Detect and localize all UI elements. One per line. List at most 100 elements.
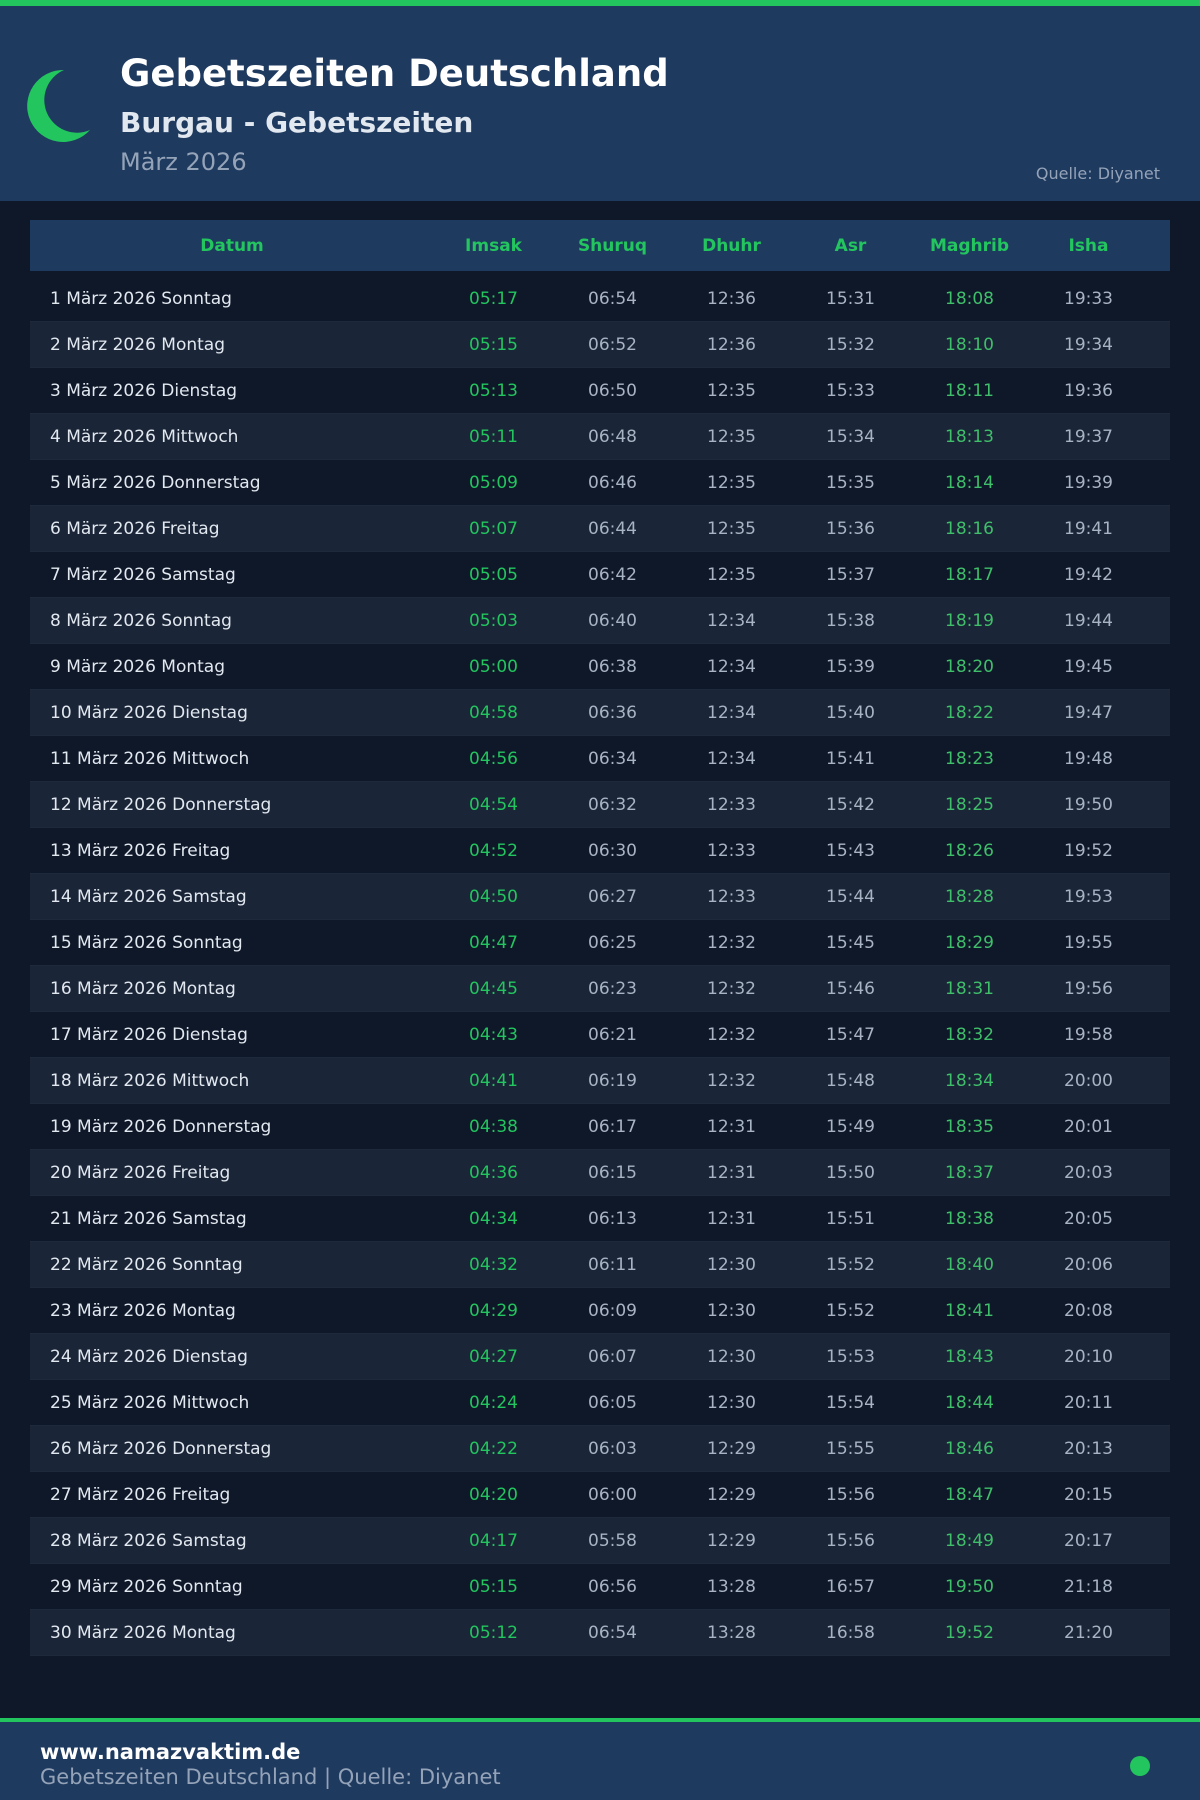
maghrib-cell: 18:08 [945, 288, 994, 309]
footer-text: Gebetszeiten Deutschland | Quelle: Diyan… [40, 1765, 501, 1789]
date-cell: 18 März 2026 Mittwoch [50, 1070, 250, 1091]
dhuhr-cell: 12:30 [707, 1392, 756, 1413]
asr-cell: 15:42 [826, 794, 875, 815]
maghrib-cell: 18:20 [945, 656, 994, 677]
date-cell: 26 März 2026 Donnerstag [50, 1438, 272, 1459]
shuruq-cell: 06:54 [588, 288, 637, 309]
isha-cell: 21:20 [1064, 1622, 1113, 1643]
dhuhr-cell: 12:32 [707, 978, 756, 999]
asr-cell: 15:31 [826, 288, 875, 309]
imsak-cell: 04:34 [469, 1208, 518, 1229]
date-cell: 5 März 2026 Donnerstag [50, 472, 261, 493]
isha-cell: 20:08 [1064, 1300, 1113, 1321]
maghrib-cell: 18:37 [945, 1162, 994, 1183]
date-cell: 6 März 2026 Freitag [50, 518, 220, 539]
shuruq-cell: 06:44 [588, 518, 637, 539]
maghrib-cell: 18:26 [945, 840, 994, 861]
page-header: Gebetszeiten Deutschland Burgau - Gebets… [0, 6, 1200, 201]
maghrib-cell: 18:47 [945, 1484, 994, 1505]
isha-cell: 19:42 [1064, 564, 1113, 585]
table-row: 17 März 2026 Dienstag 04:43 06:21 12:32 15:4… [30, 1012, 1170, 1058]
page-title: Gebetszeiten Deutschland [120, 52, 669, 95]
asr-cell: 15:55 [826, 1438, 875, 1459]
dhuhr-cell: 12:34 [707, 610, 756, 631]
maghrib-cell: 18:29 [945, 932, 994, 953]
dhuhr-cell: 12:31 [707, 1208, 756, 1229]
date-cell: 12 März 2026 Donnerstag [50, 794, 272, 815]
imsak-cell: 04:41 [469, 1070, 518, 1091]
maghrib-cell: 19:52 [945, 1622, 994, 1643]
asr-cell: 15:53 [826, 1346, 875, 1367]
dhuhr-cell: 12:32 [707, 932, 756, 953]
column-header-imsak: Imsak [465, 235, 522, 256]
imsak-cell: 05:12 [469, 1622, 518, 1643]
imsak-cell: 04:27 [469, 1346, 518, 1367]
date-cell: 23 März 2026 Montag [50, 1300, 236, 1321]
isha-cell: 19:58 [1064, 1024, 1113, 1045]
dhuhr-cell: 12:29 [707, 1530, 756, 1551]
dhuhr-cell: 12:29 [707, 1438, 756, 1459]
isha-cell: 19:48 [1064, 748, 1113, 769]
asr-cell: 15:45 [826, 932, 875, 953]
isha-cell: 20:05 [1064, 1208, 1113, 1229]
table-row: 22 März 2026 Sonntag 04:32 06:11 12:30 15:52… [30, 1242, 1170, 1288]
asr-cell: 15:44 [826, 886, 875, 907]
isha-cell: 19:37 [1064, 426, 1113, 447]
asr-cell: 15:41 [826, 748, 875, 769]
shuruq-cell: 06:50 [588, 380, 637, 401]
date-cell: 8 März 2026 Sonntag [50, 610, 232, 631]
date-cell: 11 März 2026 Mittwoch [50, 748, 250, 769]
date-cell: 30 März 2026 Montag [50, 1622, 236, 1643]
imsak-cell: 04:17 [469, 1530, 518, 1551]
isha-cell: 19:44 [1064, 610, 1113, 631]
table-row: 8 März 2026 Sonntag 05:03 06:40 12:34 15:38 1… [30, 598, 1170, 644]
maghrib-cell: 18:22 [945, 702, 994, 723]
asr-cell: 15:37 [826, 564, 875, 585]
prayer-times-table: Datum Imsak Shuruq Dhuhr Asr Maghrib Isha 1 Mä… [30, 220, 1170, 1656]
maghrib-cell: 18:41 [945, 1300, 994, 1321]
imsak-cell: 04:56 [469, 748, 518, 769]
maghrib-cell: 18:46 [945, 1438, 994, 1459]
isha-cell: 20:15 [1064, 1484, 1113, 1505]
footer-site-link[interactable]: www.namazvaktim.de [40, 1740, 301, 1764]
isha-cell: 20:10 [1064, 1346, 1113, 1367]
crescent-moon-icon [27, 69, 91, 142]
asr-cell: 15:48 [826, 1070, 875, 1091]
shuruq-cell: 06:15 [588, 1162, 637, 1183]
table-row: 20 März 2026 Freitag 04:36 06:15 12:31 15:50… [30, 1150, 1170, 1196]
dhuhr-cell: 12:29 [707, 1484, 756, 1505]
maghrib-cell: 18:28 [945, 886, 994, 907]
shuruq-cell: 06:05 [588, 1392, 637, 1413]
dhuhr-cell: 12:33 [707, 840, 756, 861]
table-row: 24 März 2026 Dienstag 04:27 06:07 12:30 15:5… [30, 1334, 1170, 1380]
imsak-cell: 04:50 [469, 886, 518, 907]
dhuhr-cell: 12:34 [707, 702, 756, 723]
date-cell: 24 März 2026 Dienstag [50, 1346, 248, 1367]
isha-cell: 20:01 [1064, 1116, 1113, 1137]
column-header-dhuhr: Dhuhr [702, 235, 761, 256]
dhuhr-cell: 12:36 [707, 334, 756, 355]
dhuhr-cell: 12:30 [707, 1300, 756, 1321]
isha-cell: 19:34 [1064, 334, 1113, 355]
page-footer: www.namazvaktim.de Gebetszeiten Deutschl… [0, 1722, 1200, 1800]
date-cell: 22 März 2026 Sonntag [50, 1254, 243, 1275]
asr-cell: 15:46 [826, 978, 875, 999]
table-row: 21 März 2026 Samstag 04:34 06:13 12:31 15:51… [30, 1196, 1170, 1242]
date-cell: 16 März 2026 Montag [50, 978, 236, 999]
shuruq-cell: 06:07 [588, 1346, 637, 1367]
isha-cell: 19:53 [1064, 886, 1113, 907]
dhuhr-cell: 12:31 [707, 1116, 756, 1137]
maghrib-cell: 18:44 [945, 1392, 994, 1413]
top-accent-bar [0, 0, 1200, 6]
shuruq-cell: 06:52 [588, 334, 637, 355]
isha-cell: 20:13 [1064, 1438, 1113, 1459]
imsak-cell: 04:36 [469, 1162, 518, 1183]
isha-cell: 20:03 [1064, 1162, 1113, 1183]
date-cell: 2 März 2026 Montag [50, 334, 226, 355]
table-row: 29 März 2026 Sonntag 05:15 06:56 13:28 16:57… [30, 1564, 1170, 1610]
maghrib-cell: 18:43 [945, 1346, 994, 1367]
asr-cell: 15:38 [826, 610, 875, 631]
table-row: 13 März 2026 Freitag 04:52 06:30 12:33 15:43… [30, 828, 1170, 874]
isha-cell: 20:06 [1064, 1254, 1113, 1275]
shuruq-cell: 06:42 [588, 564, 637, 585]
